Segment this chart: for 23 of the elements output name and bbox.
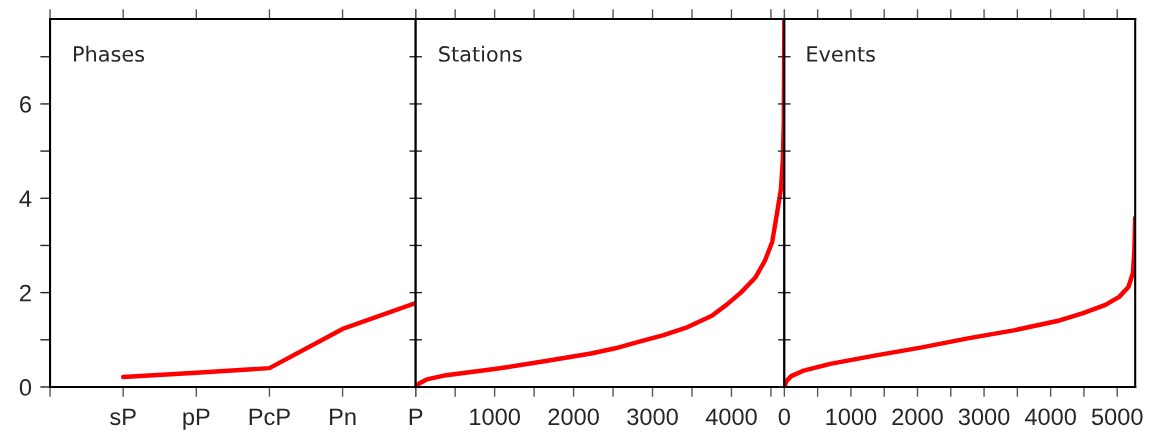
x-tick-label: 4000 xyxy=(1024,408,1076,426)
y-tick-label: 4 xyxy=(19,190,32,207)
x-tick-label: 1000 xyxy=(470,408,520,426)
x-tick-label: P xyxy=(409,408,423,425)
x-tick-label: 3000 xyxy=(627,408,678,426)
x-tick-label: PcP xyxy=(249,408,290,426)
x-tick-label: sP xyxy=(110,408,136,426)
x-tick-label: 1000 xyxy=(826,408,877,426)
y-tick-label: 6 xyxy=(20,95,31,113)
x-tick-label: 5000 xyxy=(1091,408,1143,426)
x-tick-label: 2000 xyxy=(892,408,943,426)
x-tick-label: pP xyxy=(183,408,210,430)
text: Events xyxy=(807,46,875,62)
text: Phases xyxy=(74,45,145,62)
x-tick-label: 0 xyxy=(778,408,790,426)
x-tick-label: 4000 xyxy=(705,408,757,426)
y-tick-label: 0 xyxy=(19,379,32,396)
x-tick-label: 2000 xyxy=(548,408,599,426)
x-tick-label: 3000 xyxy=(958,408,1010,426)
line-series xyxy=(120,300,416,380)
text: Stations xyxy=(439,45,522,62)
y-tick-label: 2 xyxy=(20,284,31,302)
x-tick-label: Pn xyxy=(330,408,356,425)
